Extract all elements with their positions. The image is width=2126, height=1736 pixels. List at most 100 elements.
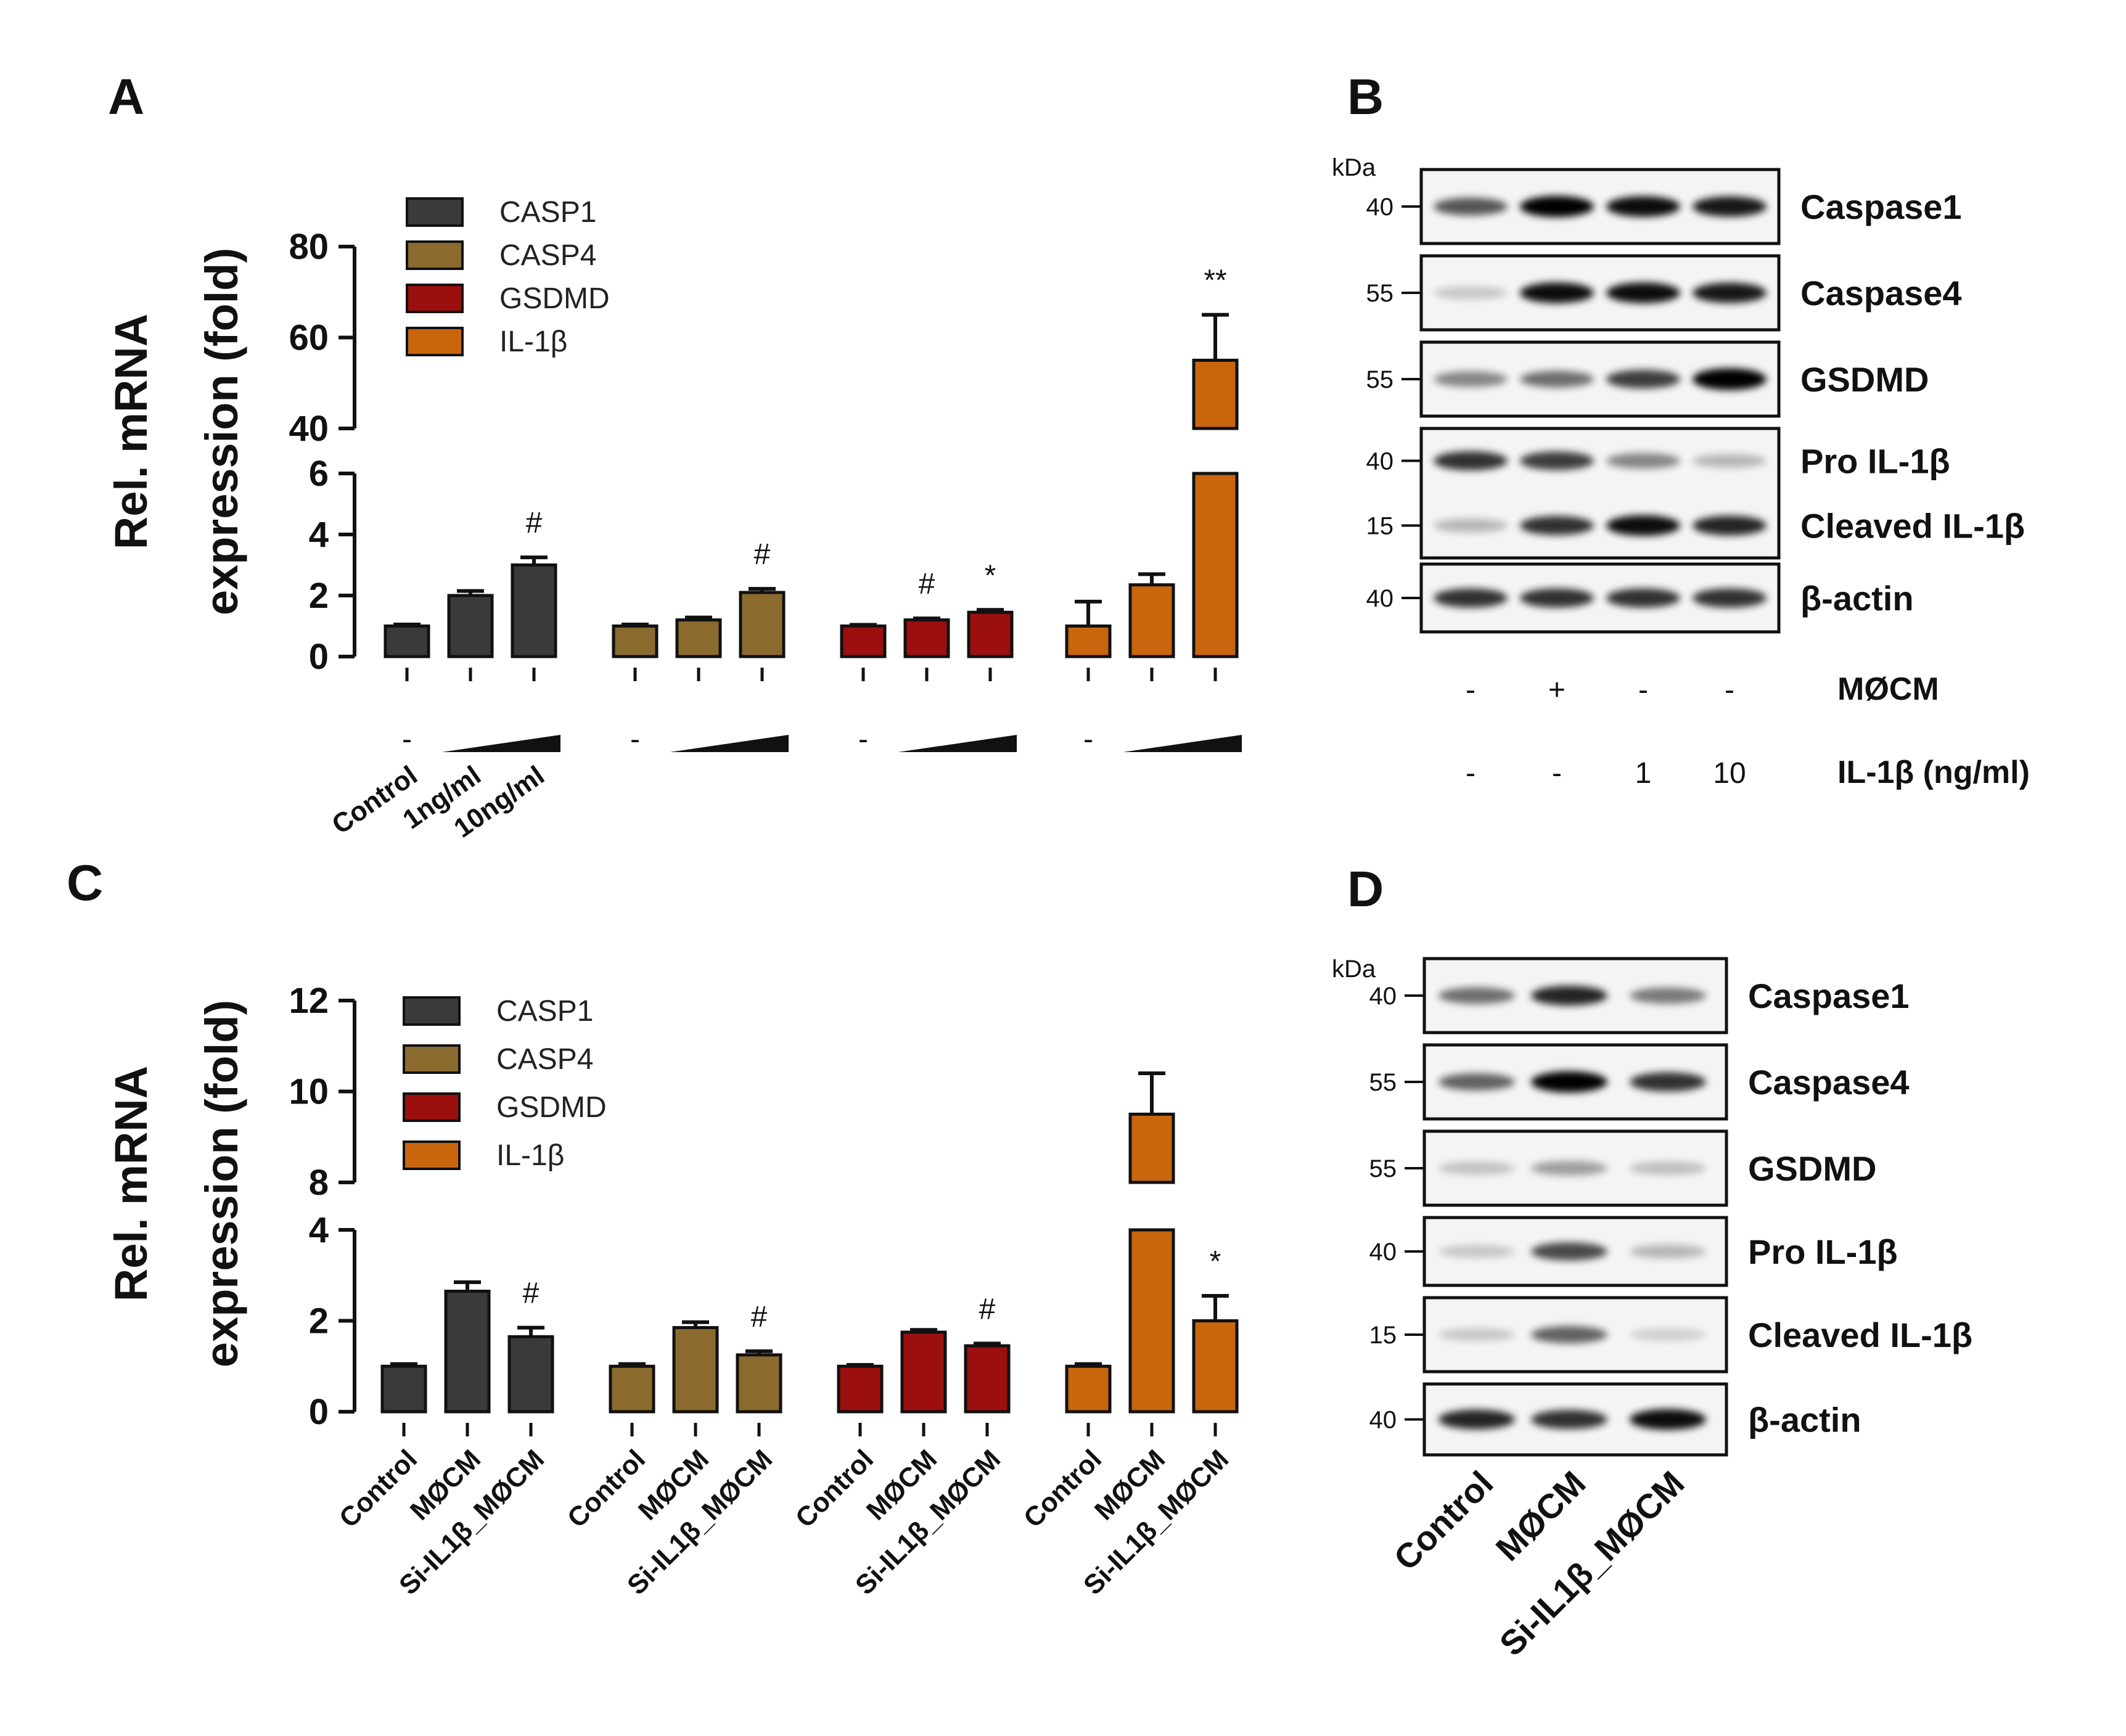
- legend-swatch-casp1: [403, 996, 461, 1026]
- significance-mark: #: [526, 507, 543, 539]
- lane-label-control: Control: [1386, 1464, 1500, 1578]
- kda-value: 55: [1369, 1155, 1397, 1182]
- blot-band: [1434, 197, 1508, 216]
- blot-band: [1520, 588, 1594, 608]
- bar-casp1: [511, 563, 557, 658]
- x-label-dash: -: [1083, 723, 1093, 756]
- legend-swatch-gsdmd: [406, 284, 464, 313]
- blot-band: [1693, 515, 1767, 536]
- y-tick-label-lower: 0: [309, 1392, 329, 1432]
- bar-gsdmd: [840, 624, 887, 658]
- bar-gsdmd: [964, 1344, 1011, 1414]
- bar-gsdmd: [967, 610, 1014, 658]
- kda-value: 40: [1366, 194, 1394, 221]
- x-category-control: Control: [334, 1444, 423, 1533]
- panel-b: B kDa 40 Caspase1 55 Caspase4 55 GSDMD 40 Pro I…: [1332, 69, 2030, 790]
- y-tick-label-upper: 80: [289, 227, 329, 267]
- y-tick-label-upper: 10: [289, 1072, 329, 1112]
- y-axis-label-c-line2: expression (fold): [196, 1000, 247, 1367]
- kda-value: 55: [1366, 280, 1394, 307]
- mcm-value: -: [1466, 674, 1475, 706]
- legend-label-gsdmd: GSDMD: [499, 282, 610, 315]
- il1b-dose-value: 1: [1635, 757, 1652, 790]
- blot-label-actin: β-actin: [1800, 579, 1914, 618]
- western-blot-b: 40 Caspase1 55 Caspase4 55 GSDMD 40 Pro IL-1β 15…: [1366, 168, 2025, 634]
- significance-mark: *: [1210, 1245, 1221, 1278]
- bar-gsdmd: [900, 1330, 947, 1414]
- legend-swatch-il-1: [406, 327, 464, 356]
- bar-il-1-upper: [1192, 358, 1239, 430]
- y-axis-label-a-line1: Rel. mRNA: [105, 314, 157, 549]
- legend-swatch-gsdmd: [403, 1092, 461, 1122]
- dose-wedge: [670, 735, 789, 752]
- bar-casp4: [672, 1326, 719, 1414]
- legend-swatch-casp1: [406, 197, 464, 227]
- y-tick-label-lower: 4: [309, 1210, 329, 1250]
- blot-band: [1520, 515, 1594, 536]
- blot-band: [1434, 451, 1508, 471]
- mcm-value: +: [1548, 674, 1566, 706]
- kda-value: 40: [1369, 1239, 1397, 1266]
- bar-il-1-lower: [1192, 472, 1239, 658]
- blot-band: [1606, 196, 1680, 217]
- bar-casp1: [384, 624, 430, 658]
- blot-label-caspase4: Caspase4: [1748, 1063, 1910, 1102]
- y-axis-label-c-line1: Rel. mRNA: [105, 1066, 157, 1301]
- bar-il-1: [1065, 624, 1112, 658]
- blot-label-caspase4: Caspase4: [1800, 274, 1962, 313]
- y-axis-label-a-line2: expression (fold): [196, 248, 247, 615]
- blot-label-caspase1: Caspase1: [1748, 976, 1910, 1015]
- x-category-control: Control: [327, 760, 423, 840]
- blot-band: [1606, 452, 1680, 469]
- legend-swatch-il-1: [403, 1140, 461, 1170]
- bar-casp4: [612, 624, 659, 658]
- kda-value: 15: [1366, 513, 1394, 540]
- blot-band: [1606, 588, 1680, 608]
- blot-band: [1531, 1326, 1607, 1343]
- bar-casp4: [609, 1364, 655, 1414]
- blot-box-pro-il-1: [1419, 427, 1781, 560]
- treatment-table-b: - + - - MØCM - - 1 10 IL-1β (ng/ml): [1466, 671, 2030, 790]
- dose-wedge: [1123, 735, 1242, 752]
- blot-band: [1439, 1161, 1515, 1175]
- significance-mark: #: [754, 538, 771, 571]
- legend-label-casp1: CASP1: [499, 196, 596, 229]
- bar-il-1: [1192, 1319, 1239, 1414]
- y-tick-label-lower: 2: [309, 576, 329, 616]
- blot-label-cleaved-il-1: Cleaved IL-1β: [1800, 507, 2025, 546]
- kda-value: 40: [1369, 983, 1397, 1010]
- legend-label-casp1: CASP1: [496, 995, 593, 1028]
- x-label-dash: -: [402, 723, 412, 756]
- blot-band: [1693, 588, 1767, 608]
- kda-value: 40: [1366, 585, 1394, 612]
- legend-label-gsdmd: GSDMD: [496, 1091, 607, 1124]
- y-tick-label-lower: 6: [309, 454, 329, 494]
- x-category-control: Control: [562, 1444, 651, 1533]
- y-tick-label-upper: 12: [289, 981, 329, 1021]
- blot-band: [1520, 371, 1594, 388]
- mcm-value: -: [1638, 674, 1648, 706]
- significance-mark: *: [985, 559, 996, 592]
- blot-band: [1434, 518, 1508, 533]
- blot-band: [1693, 368, 1767, 390]
- axes-a: 0 2 4 6 40 60 80: [289, 227, 356, 677]
- blot-band: [1630, 1072, 1706, 1092]
- blot-band: [1693, 454, 1767, 468]
- legend-a: CASP1 CASP4 GSDMD IL-1β: [406, 196, 610, 358]
- panel-letter-c: C: [67, 855, 103, 911]
- x-category-control: Control: [1018, 1444, 1107, 1533]
- legend-label-il-1: IL-1β: [499, 326, 567, 358]
- blot-band: [1439, 1409, 1515, 1430]
- significance-mark: #: [979, 1293, 996, 1325]
- kda-value: 15: [1369, 1322, 1397, 1349]
- blot-label-gsdmd: GSDMD: [1748, 1149, 1876, 1188]
- panel-letter-b: B: [1347, 69, 1384, 125]
- panel-a: A Rel. mRNA expression (fold) CASP1 CASP4…: [105, 69, 1242, 844]
- kda-label-b: kDa: [1332, 154, 1376, 181]
- blot-band: [1693, 196, 1767, 217]
- blot-band: [1439, 1245, 1515, 1258]
- x-category-control: Control: [790, 1444, 879, 1533]
- bar-casp1: [447, 594, 494, 658]
